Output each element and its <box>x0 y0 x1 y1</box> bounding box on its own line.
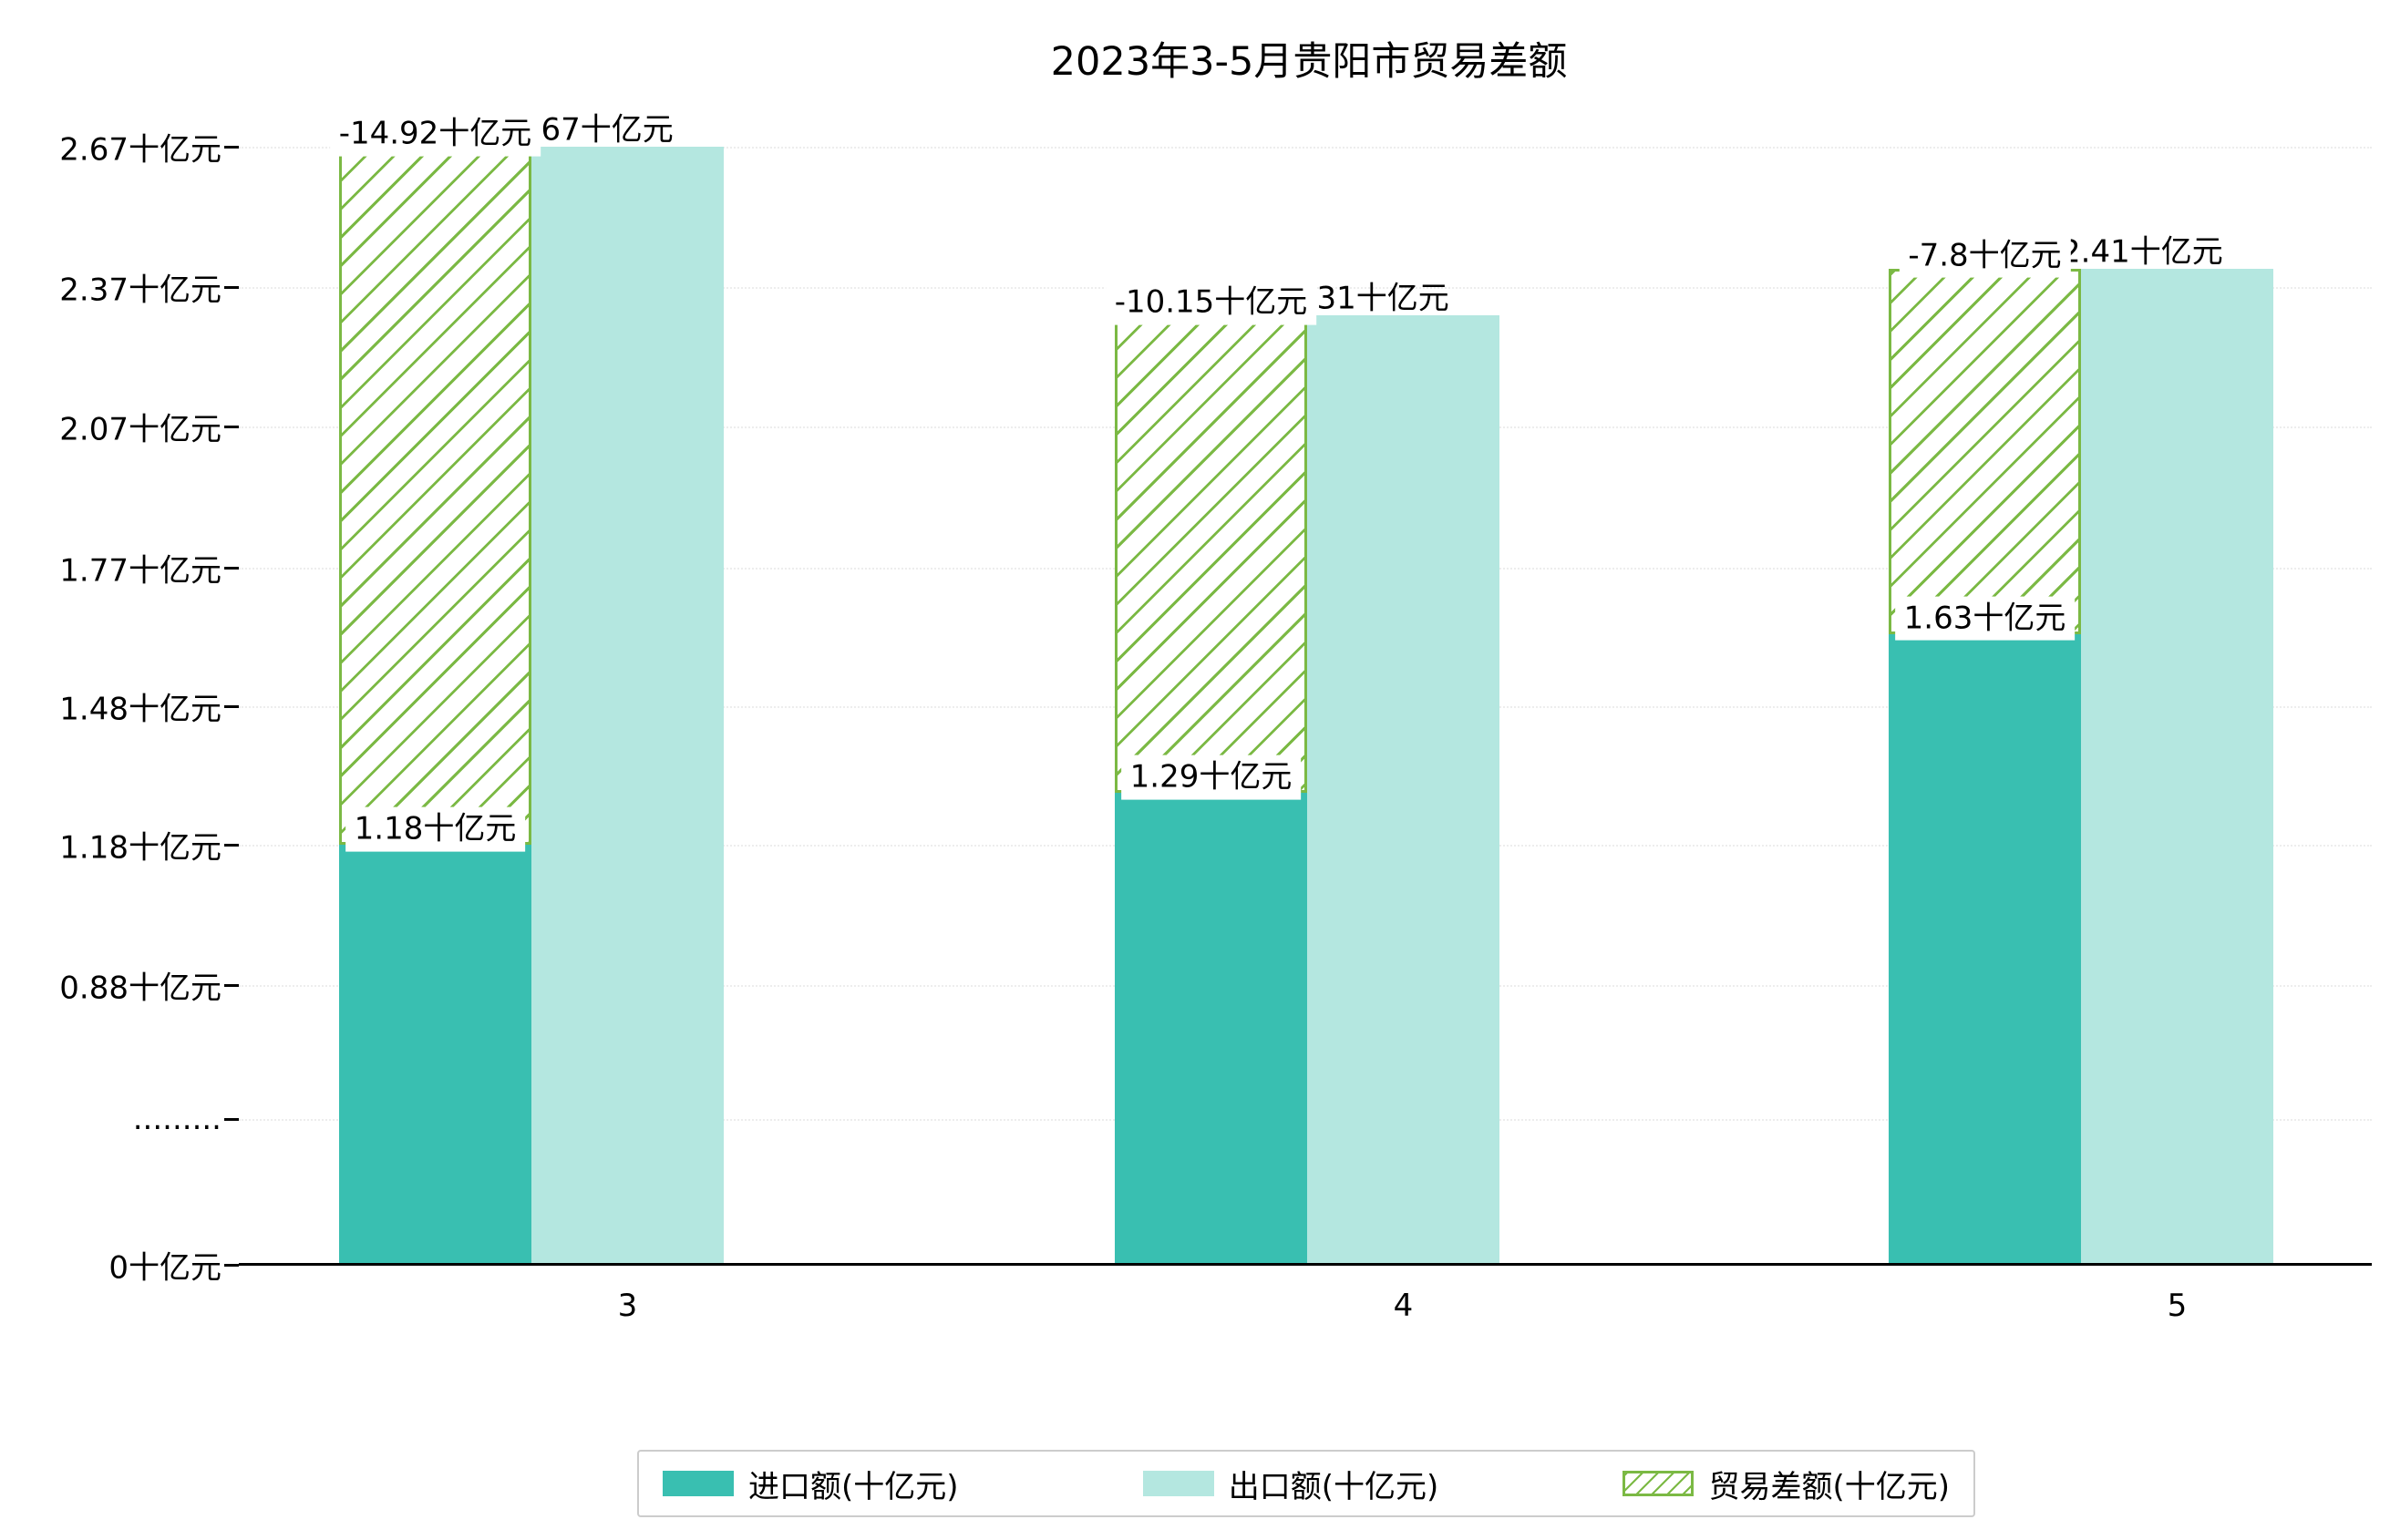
x-axis-tick-label: 4 <box>1393 1288 1414 1324</box>
y-axis-tick-label: 0十亿元 <box>108 1249 221 1287</box>
data-label-import-month-4: 1.29十亿元 <box>1120 755 1302 800</box>
y-axis-tick-mark <box>224 844 239 847</box>
y-axis-tick-mark <box>224 1118 239 1121</box>
bar-trade-diff-month-3 <box>339 147 531 845</box>
bar-trade-diff-month-4 <box>1115 315 1307 794</box>
x-axis-tick-label: 5 <box>2167 1288 2188 1324</box>
bar-export-month-5 <box>2081 268 2273 1263</box>
y-axis-tick-mark <box>224 567 239 570</box>
y-axis-tick-label: ......... <box>132 1101 221 1137</box>
legend-item-label: 进口额(十亿元) <box>748 1468 959 1505</box>
legend-item-label: 贸易差额(十亿元) <box>1708 1468 1950 1505</box>
import-swatch-icon <box>663 1471 734 1496</box>
y-axis-tick-label: 1.48十亿元 <box>59 691 221 728</box>
x-axis-line <box>239 1263 2372 1266</box>
trade-diff-hatch-swatch-icon <box>1623 1471 1695 1496</box>
data-label-export-month-5: 2.41十亿元 <box>2061 233 2223 271</box>
y-axis-tick-mark <box>224 1264 239 1267</box>
bar-import-month-4 <box>1115 793 1307 1263</box>
bar-trade-diff-month-5 <box>1889 268 2081 634</box>
data-label-trade-diff-month-4: -10.15十亿元 <box>1105 280 1317 325</box>
gridline <box>239 147 2372 149</box>
legend-item-0: 进口额(十亿元) <box>663 1462 959 1506</box>
x-axis-tick-label: 3 <box>617 1288 638 1324</box>
data-label-trade-diff-month-5: -7.8十亿元 <box>1899 233 2071 279</box>
legend-item-label: 出口额(十亿元) <box>1228 1468 1439 1505</box>
y-axis-tick-label: 0.88十亿元 <box>59 970 221 1007</box>
y-axis-tick-mark <box>224 146 239 149</box>
data-label-trade-diff-month-3: -14.92十亿元 <box>329 111 541 157</box>
chart-title: 2023年3-5月贵阳市贸易差额 <box>1050 39 1568 85</box>
y-axis-tick-mark <box>224 286 239 289</box>
bar-export-month-4 <box>1307 315 1499 1263</box>
data-label-import-month-5: 1.63十亿元 <box>1894 596 2076 641</box>
y-axis-tick-label: 1.77十亿元 <box>59 552 221 590</box>
y-axis-tick-label: 2.37十亿元 <box>59 272 221 309</box>
bar-import-month-3 <box>339 844 531 1263</box>
data-label-import-month-3: 1.18十亿元 <box>345 806 526 852</box>
chart-legend: 进口额(十亿元) 出口额(十亿元) 贸易差额(十亿元) <box>637 1450 1975 1517</box>
bar-import-month-5 <box>1889 633 2081 1263</box>
y-axis-tick-mark <box>224 705 239 708</box>
bar-export-month-3 <box>531 147 724 1263</box>
y-axis-tick-label: 2.07十亿元 <box>59 411 221 448</box>
y-axis-tick-mark <box>224 984 239 987</box>
y-axis-tick-label: 2.67十亿元 <box>59 131 221 169</box>
export-swatch-icon <box>1142 1471 1214 1496</box>
legend-item-1: 出口额(十亿元) <box>1142 1462 1439 1506</box>
legend-item-2: 贸易差额(十亿元) <box>1623 1462 1950 1506</box>
y-axis-tick-mark <box>224 426 239 428</box>
y-axis-tick-label: 1.18十亿元 <box>59 829 221 867</box>
